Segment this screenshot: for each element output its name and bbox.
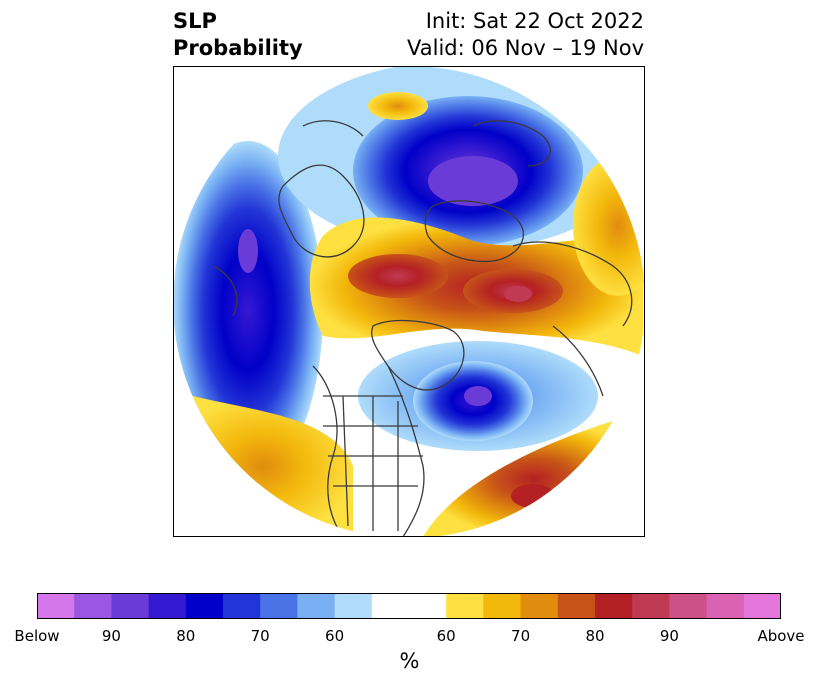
colorbar-tick-label: Below xyxy=(14,627,60,645)
init-date: Init: Sat 22 Oct 2022 xyxy=(425,9,644,33)
colorbar-ticks: Below 90 80 70 60 60 70 80 90 Above xyxy=(0,627,819,647)
colorbar-border xyxy=(37,593,781,619)
colorbar-tick-label: 60 xyxy=(436,627,456,645)
colorbar-tick-label: 70 xyxy=(250,627,270,645)
purple-core-canada xyxy=(464,386,492,406)
colorbar-tick-label: 90 xyxy=(659,627,679,645)
colorbar-tick-label: 80 xyxy=(585,627,605,645)
map-title: SLP Probability xyxy=(173,8,303,62)
colorbar-below-swatch xyxy=(148,593,187,619)
colorbar-below-swatch xyxy=(37,593,75,619)
probability-field xyxy=(173,66,645,537)
colorbar-above-swatch xyxy=(743,593,781,619)
title-line-2: Probability xyxy=(173,36,303,60)
colorbar xyxy=(37,593,781,619)
forecast-dates: Init: Sat 22 Oct 2022 Valid: 06 Nov – 19… xyxy=(407,8,644,62)
colorbar-above-swatch xyxy=(557,593,596,619)
coastlines xyxy=(212,120,633,537)
purple-core-pacific xyxy=(238,229,258,273)
valid-range: Valid: 06 Nov – 19 Nov xyxy=(407,36,644,60)
colorbar-tick-label: Above xyxy=(757,627,805,645)
colorbar-above-swatch xyxy=(483,593,522,619)
colorbar-unit-label: % xyxy=(399,649,420,673)
map-border xyxy=(173,66,645,537)
blue-anomaly-pacific xyxy=(173,141,323,481)
yellow-patch-arctic xyxy=(368,92,428,120)
colorbar-neutral-swatch xyxy=(371,593,447,619)
colorbar-tick-label: 80 xyxy=(176,627,196,645)
colorbar-below-swatch xyxy=(74,593,112,619)
colorbar-above-swatch xyxy=(632,593,670,619)
colorbar-below-swatch xyxy=(260,593,298,619)
colorbar-above-swatch xyxy=(446,593,484,619)
red-core-west xyxy=(348,254,448,298)
colorbar-below-swatch xyxy=(185,593,224,619)
colorbar-above-swatch xyxy=(595,593,633,619)
colorbar-below-swatch xyxy=(223,593,261,619)
colorbar-above-swatch xyxy=(706,593,745,619)
title-line-1: SLP xyxy=(173,9,217,33)
purple-core-polar xyxy=(428,156,518,206)
colorbar-below-swatch xyxy=(297,593,336,619)
colorbar-below-swatch xyxy=(111,593,150,619)
colorbar-tick-label: 60 xyxy=(325,627,345,645)
probability-map xyxy=(173,66,645,537)
colorbar-above-swatch xyxy=(669,593,708,619)
magenta-core xyxy=(504,286,532,302)
colorbar-tick-label: 90 xyxy=(101,627,121,645)
colorbar-above-swatch xyxy=(520,593,559,619)
colorbar-tick-label: 70 xyxy=(511,627,531,645)
colorbar-below-swatch xyxy=(334,593,373,619)
